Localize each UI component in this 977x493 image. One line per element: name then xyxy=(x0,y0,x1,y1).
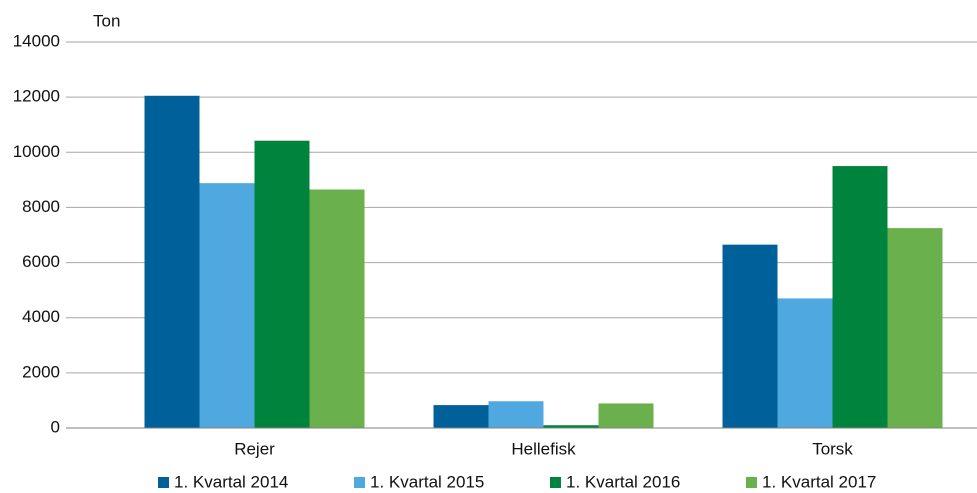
bar xyxy=(722,244,778,428)
x-tick-label: Rejer xyxy=(234,439,275,458)
y-tick-label: 10000 xyxy=(13,142,60,161)
y-tick-label: 6000 xyxy=(22,252,60,271)
legend-swatch xyxy=(354,477,365,488)
y-tick-label: 14000 xyxy=(13,31,60,50)
y-tick-label: 2000 xyxy=(22,362,60,381)
bar xyxy=(254,140,310,428)
legend-swatch xyxy=(746,477,757,488)
legend-label: 1. Kvartal 2016 xyxy=(566,472,680,491)
y-tick-label: 0 xyxy=(51,417,60,436)
y-axis-label: Ton xyxy=(93,11,120,30)
bar xyxy=(488,401,544,428)
bar xyxy=(887,228,943,428)
legend-label: 1. Kvartal 2014 xyxy=(174,472,288,491)
bar xyxy=(199,183,255,428)
bar xyxy=(309,189,365,428)
bar xyxy=(777,298,833,428)
y-tick-label: 8000 xyxy=(22,197,60,216)
y-tick-label: 4000 xyxy=(22,307,60,326)
legend-label: 1. Kvartal 2015 xyxy=(370,472,484,491)
legend-swatch xyxy=(550,477,561,488)
x-tick-label: Torsk xyxy=(812,439,853,458)
legend-label: 1. Kvartal 2017 xyxy=(762,472,876,491)
bar xyxy=(144,95,200,428)
legend-swatch xyxy=(158,477,169,488)
y-tick-label: 12000 xyxy=(13,87,60,106)
bar xyxy=(433,405,489,428)
bar xyxy=(598,403,654,428)
bar xyxy=(832,166,888,429)
x-tick-label: Hellefisk xyxy=(511,439,576,458)
bar xyxy=(543,425,599,428)
